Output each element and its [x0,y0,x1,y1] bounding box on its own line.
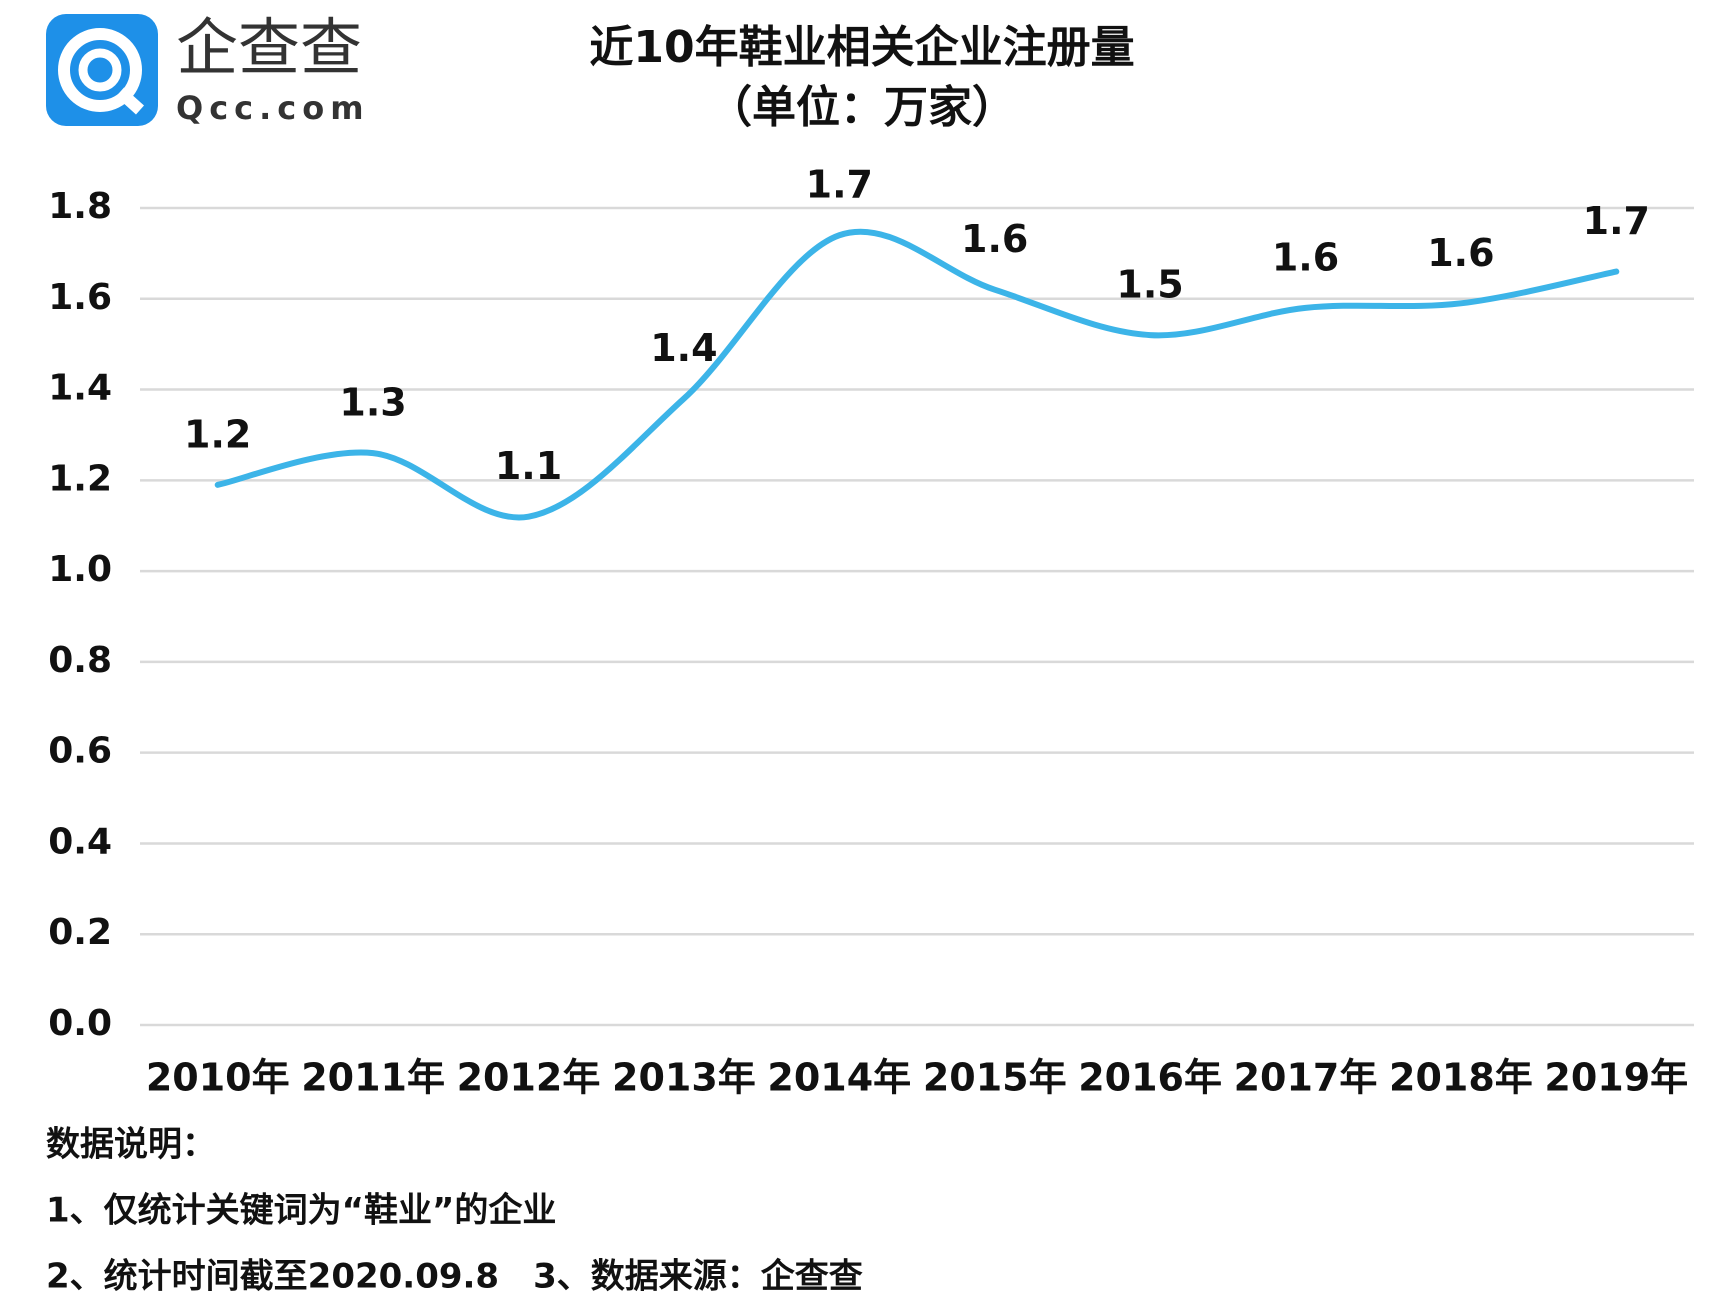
data-label: 1.5 [1116,263,1183,307]
logo-ring [58,28,142,112]
logo-handle [115,87,145,115]
chart-title: 近10年鞋业相关企业注册量 [589,22,1134,73]
data-label: 1.2 [184,412,251,456]
x-tick-label: 2012年 [457,1056,601,1100]
data-label: 1.4 [650,326,717,370]
line [214,228,1620,521]
x-tick-label: 2010年 [146,1056,290,1100]
note: 1、仅统计关键词为“鞋业”的企业 [46,1191,556,1231]
y-tick-label: 1.2 [48,458,112,499]
x-tick-label: 2013年 [612,1056,756,1100]
data-label: 1.7 [1583,199,1650,243]
y-tick-label: 0.4 [48,821,112,862]
y-tick-label: 1.4 [48,368,112,409]
x-tick-label: 2017年 [1234,1056,1378,1100]
x-tick-label: 2019年 [1544,1056,1688,1100]
data-label: 1.1 [495,444,562,488]
x-tick-label: 2015年 [923,1056,1067,1100]
y-tick-label: 0.8 [48,640,112,681]
notes-heading: 数据说明： [46,1125,216,1165]
x-tick-label: 2018年 [1389,1056,1533,1100]
data-label: 1.3 [339,381,406,425]
data-label: 1.6 [1272,235,1339,279]
y-tick-label: 1.0 [48,549,112,590]
x-tick-label: 2014年 [767,1056,911,1100]
data-label: 1.6 [1427,231,1494,275]
x-tick-label: 2011年 [301,1056,445,1100]
logo-ring [78,48,122,92]
y-tick-label: 1.8 [48,186,112,227]
logo-site: Qcc.com [176,89,370,127]
note: 2、统计时间截至2020.09.8 3、数据来源：企查查 [46,1257,863,1297]
x-tick-label: 2016年 [1078,1056,1222,1100]
data-label: 1.7 [806,163,873,207]
y-tick-label: 0.2 [48,912,112,953]
y-tick-label: 1.6 [48,277,112,318]
logo: 企查查 Qcc.com [46,11,370,127]
y-tick-label: 0.0 [48,1003,112,1044]
logo-name: 企查查 [176,11,362,84]
y-tick-label: 0.6 [48,731,112,772]
chart-subtitle: （单位：万家） [708,82,1016,133]
data-label: 1.6 [961,217,1028,261]
